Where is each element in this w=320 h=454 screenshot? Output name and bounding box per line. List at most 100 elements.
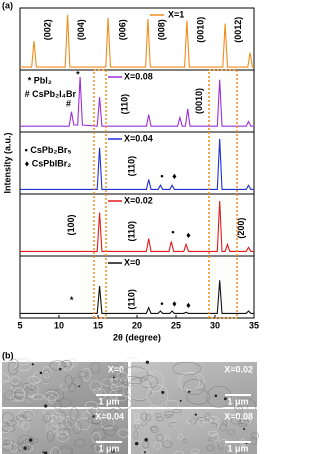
grain [147, 370, 164, 393]
grain [58, 398, 72, 408]
grain [16, 419, 25, 427]
grain [82, 411, 91, 419]
xrd-line [20, 76, 254, 127]
annotation: ♦ [172, 299, 177, 309]
pore [31, 363, 34, 366]
x-tick-label: 35 [249, 320, 259, 330]
grain [177, 372, 200, 391]
grain [109, 381, 126, 392]
grain [0, 373, 10, 383]
panel-frame [19, 7, 255, 71]
grain [163, 411, 174, 417]
xrd-line [20, 200, 254, 252]
grain [145, 413, 152, 421]
xrd-line [20, 14, 254, 68]
grain [44, 388, 59, 397]
grain [124, 357, 140, 370]
grain [72, 376, 83, 387]
grain [18, 415, 26, 422]
grain [207, 437, 215, 442]
pore [59, 367, 62, 371]
grain [190, 448, 200, 454]
grain [127, 369, 155, 384]
pore [243, 428, 246, 431]
grain [172, 409, 182, 414]
pore [224, 397, 227, 401]
grain [91, 414, 108, 426]
grain [47, 430, 54, 442]
annotation: (004) [76, 19, 86, 40]
grain [75, 417, 91, 431]
pore [214, 394, 218, 398]
pore [78, 385, 81, 388]
annotation: (0010) [195, 17, 205, 43]
grain [139, 375, 158, 389]
grain [227, 429, 236, 436]
figure: (a) Intensity (a.u.) (b) X=1 (002) (004) (0… [0, 0, 259, 454]
grain [24, 437, 39, 444]
sem-image [131, 362, 257, 407]
grain [16, 358, 30, 366]
grain [179, 372, 205, 391]
xrd-line [20, 280, 254, 314]
grain [12, 387, 26, 402]
grain [96, 388, 107, 399]
grain [2, 412, 14, 424]
grain [56, 430, 69, 437]
scale-label: 1 μm [227, 396, 248, 406]
grain [43, 408, 58, 417]
x-tick-label: 25 [171, 320, 181, 330]
highlight-box [93, 69, 107, 319]
grain [100, 417, 115, 429]
grain [106, 446, 119, 454]
grain [87, 406, 97, 415]
grain [168, 422, 178, 428]
grain [58, 445, 73, 454]
annotation: * PbI₂ [28, 76, 52, 86]
annotation: (110) [127, 221, 137, 242]
grain [204, 413, 211, 420]
grain [22, 382, 33, 389]
grain [66, 358, 77, 368]
grain [117, 428, 129, 438]
grain [206, 385, 232, 408]
grain [120, 366, 149, 384]
x-tick-label: 10 [54, 320, 64, 330]
grain [183, 379, 206, 395]
grain [42, 369, 51, 383]
grain [122, 376, 142, 387]
annotation: (0010) [194, 88, 204, 114]
grain [186, 388, 210, 405]
grain [155, 412, 162, 418]
grain [153, 441, 162, 450]
grain [163, 435, 171, 443]
grain [133, 430, 139, 440]
grain [162, 440, 173, 448]
grain [69, 407, 79, 421]
pore [39, 371, 43, 375]
pore [43, 451, 48, 454]
grain [32, 371, 42, 384]
pore [112, 376, 115, 379]
annotation: • [160, 171, 163, 181]
annotation: * [76, 69, 80, 79]
grain [53, 410, 66, 424]
grain [7, 361, 19, 375]
grain [110, 377, 127, 387]
grain [72, 421, 82, 435]
grain [236, 414, 242, 423]
grain [209, 416, 219, 422]
annotation: (200) [236, 218, 246, 239]
annotation: # [66, 98, 71, 108]
annotation: (002) [42, 19, 52, 40]
grain [90, 362, 101, 374]
grain [56, 431, 70, 442]
grain [149, 426, 157, 431]
annotation: ♦ [186, 230, 191, 240]
x-tick-label: 20 [132, 320, 142, 330]
pore [111, 449, 115, 453]
grain [10, 380, 22, 387]
grain [10, 391, 26, 398]
sample-label: X=0.04 [95, 411, 124, 421]
grain [4, 439, 14, 446]
